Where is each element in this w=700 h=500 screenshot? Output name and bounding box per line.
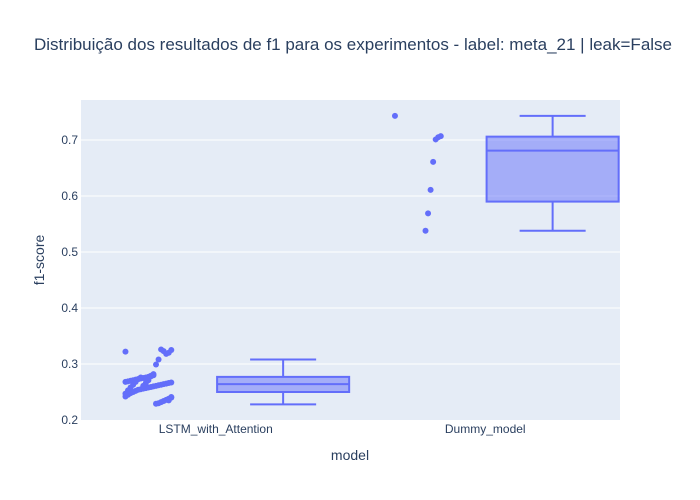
y-tick-label: 0.2 (61, 413, 78, 427)
data-point (427, 186, 434, 193)
y-tick-label: 0.4 (61, 301, 78, 315)
y-tick-label: 0.3 (61, 357, 78, 371)
x-tick-label: LSTM_with_Attention (159, 422, 273, 436)
data-point (153, 400, 160, 407)
box-plots (216, 114, 620, 406)
data-point (158, 346, 165, 353)
x-tick-label: Dummy_model (445, 422, 526, 436)
data-point (432, 136, 439, 143)
y-axis-title: f1-score (31, 235, 47, 286)
data-point (122, 348, 129, 355)
box-LSTM_with_Attention (216, 358, 351, 406)
data-point (391, 112, 398, 119)
chart-title: Distribuição dos resultados de f1 para o… (34, 35, 672, 54)
data-point (122, 378, 129, 385)
data-point (165, 397, 172, 404)
data-point (122, 390, 129, 397)
x-axis-ticks: LSTM_with_Attention Dummy_model (159, 422, 526, 436)
y-tick-label: 0.7 (61, 133, 78, 147)
data-point (140, 382, 147, 389)
data-points (122, 112, 444, 407)
data-point (153, 361, 160, 368)
grid-lines (81, 139, 620, 365)
x-axis-title: model (331, 447, 369, 463)
data-point (422, 227, 429, 234)
data-point (425, 210, 432, 217)
box-iqr (485, 135, 620, 203)
box-Dummy_model (485, 114, 620, 232)
y-tick-label: 0.6 (61, 189, 78, 203)
data-point (155, 356, 162, 363)
data-point (430, 158, 437, 165)
data-point (147, 372, 154, 379)
y-tick-label: 0.5 (61, 245, 78, 259)
y-axis-ticks: 0.2 0.3 0.4 0.5 0.6 0.7 (61, 133, 78, 427)
